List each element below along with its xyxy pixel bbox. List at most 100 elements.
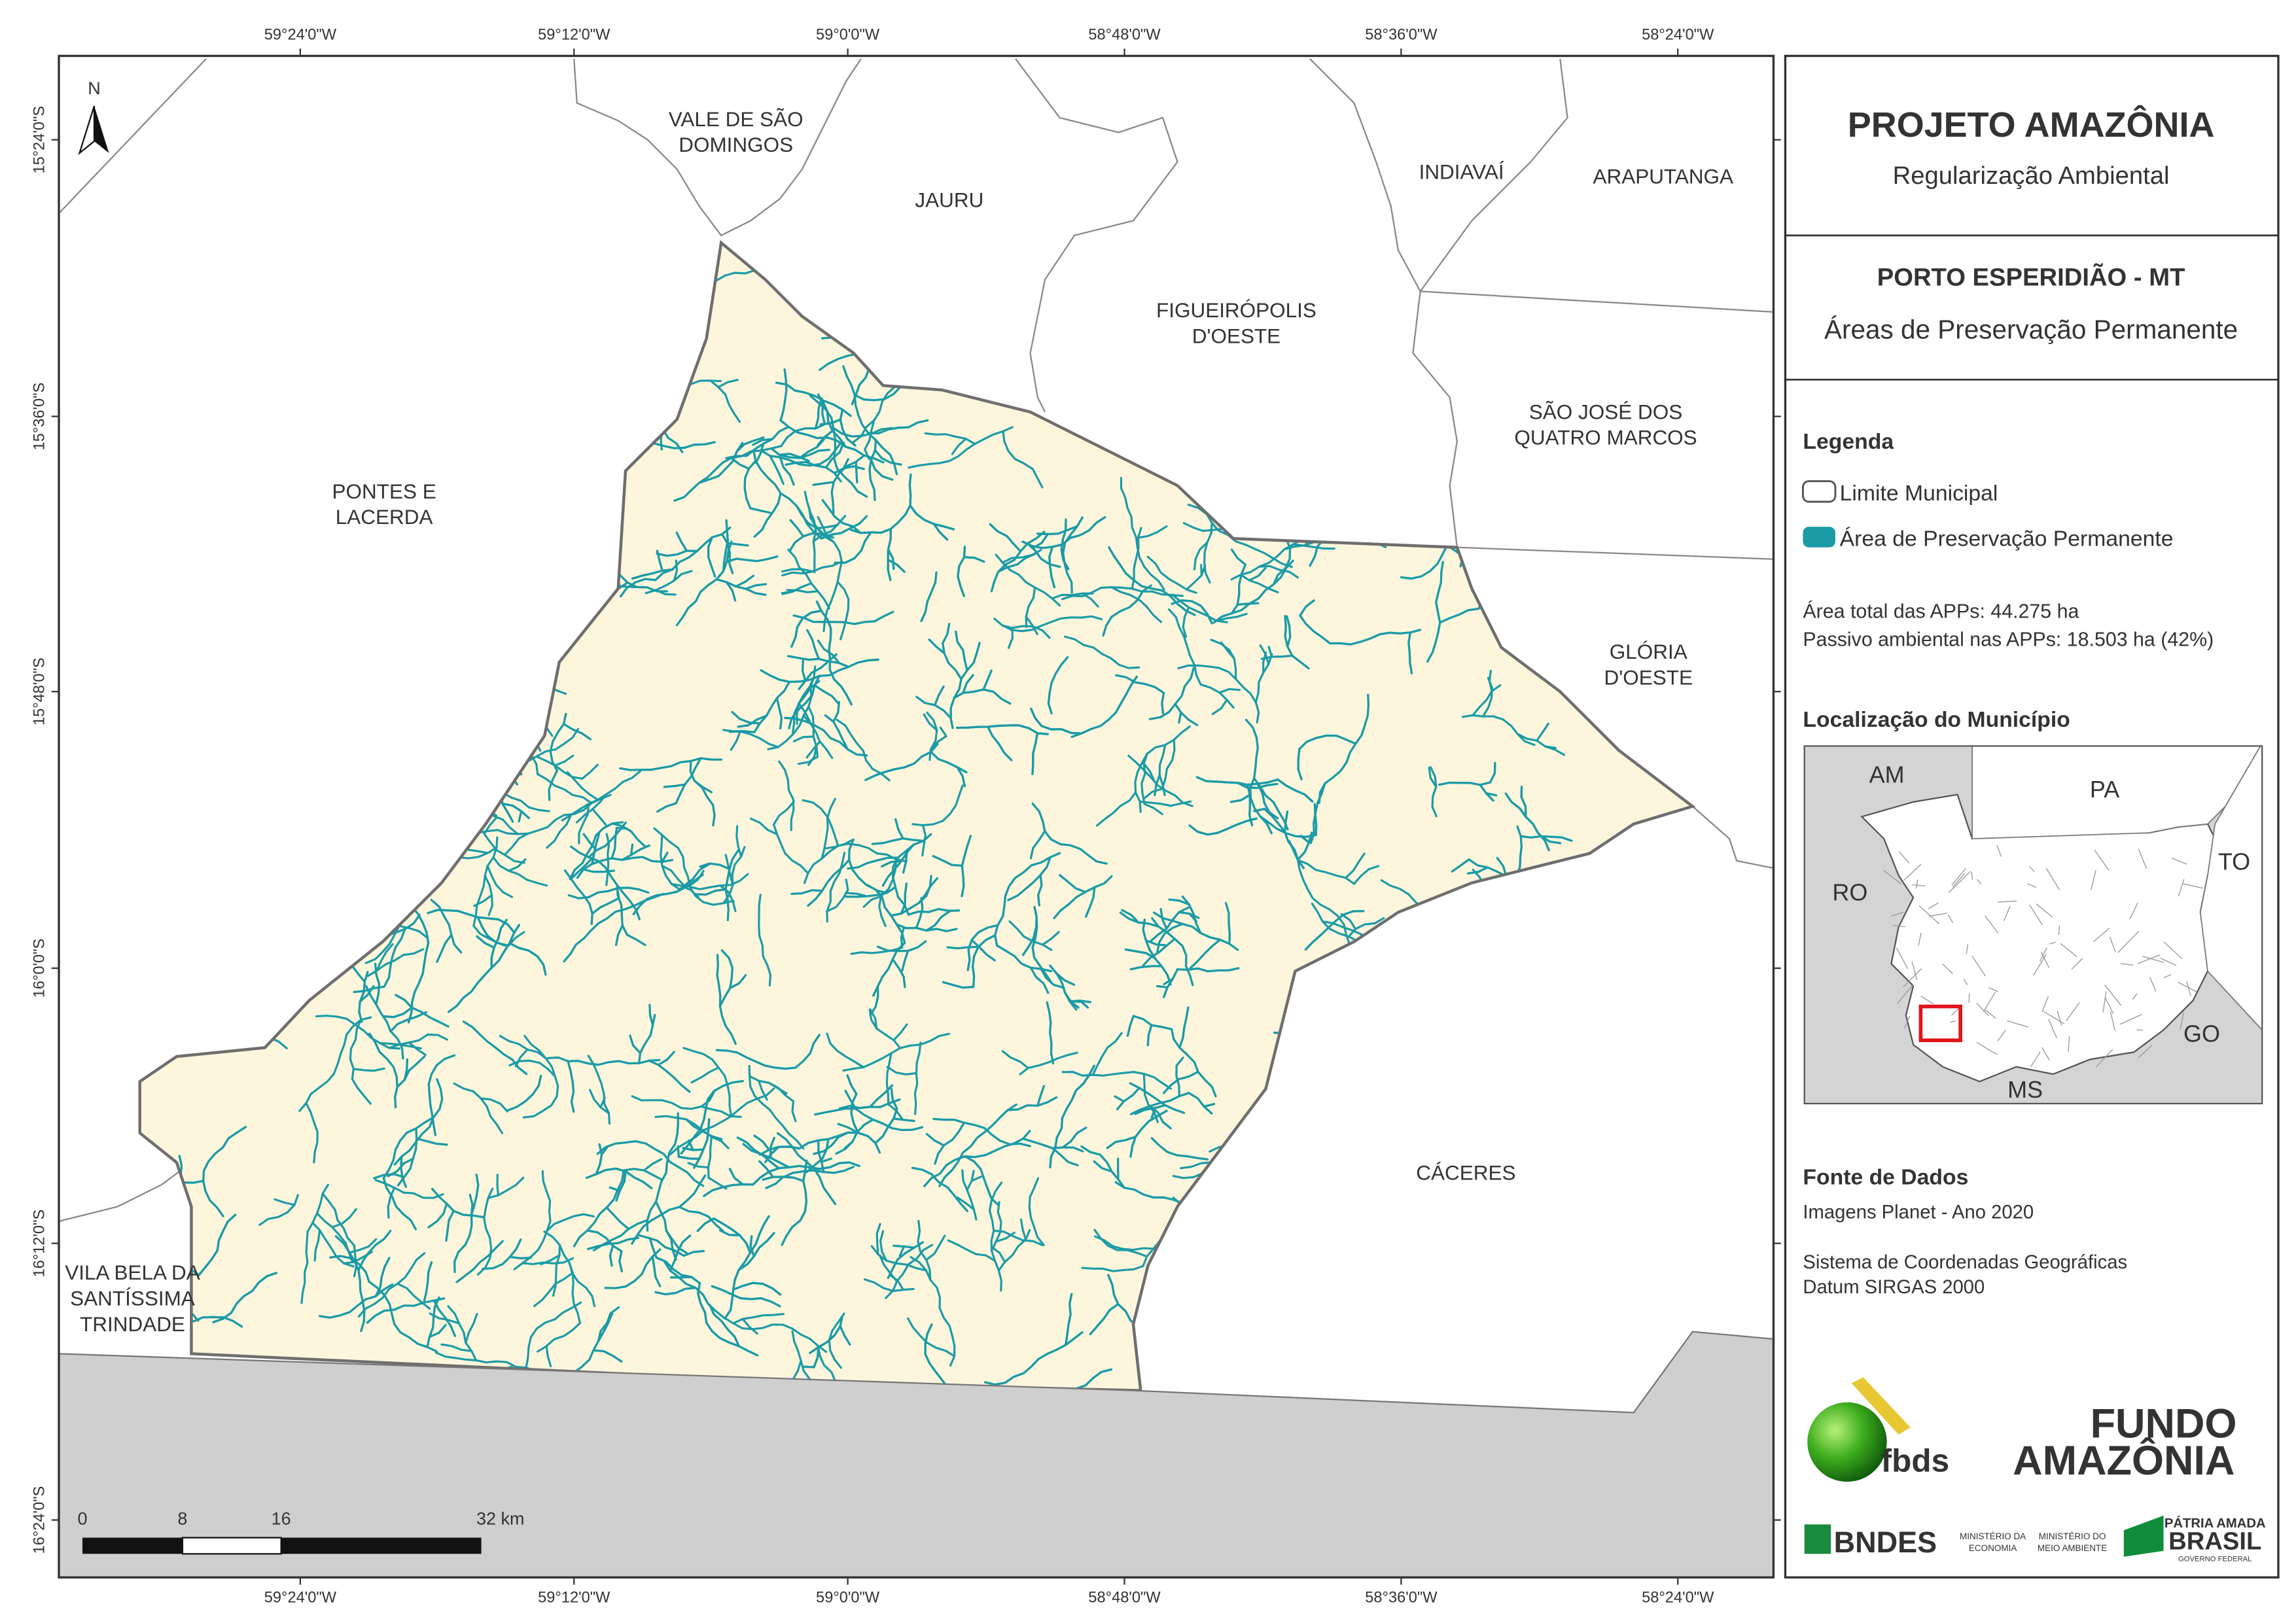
inset-boundary xyxy=(2160,957,2177,966)
river xyxy=(1340,913,1357,930)
river xyxy=(374,1179,444,1199)
river xyxy=(760,658,879,683)
logo-text: MINISTÉRIO DO xyxy=(2039,1531,2106,1541)
river xyxy=(887,1241,925,1280)
river xyxy=(365,985,404,1060)
river xyxy=(807,858,851,907)
river xyxy=(781,1159,808,1246)
river xyxy=(842,1032,950,1072)
river xyxy=(389,1011,428,1033)
inset-boundary xyxy=(2004,905,2011,921)
legend-swatch xyxy=(1801,480,1837,503)
river xyxy=(753,492,782,538)
river xyxy=(347,1238,378,1254)
inset-boundary xyxy=(2171,857,2187,865)
river xyxy=(436,934,453,963)
inset-highlight xyxy=(1918,1004,1962,1043)
river xyxy=(1258,565,1299,579)
river xyxy=(202,1126,247,1217)
river xyxy=(786,655,850,668)
river xyxy=(1129,1109,1168,1158)
river xyxy=(1142,918,1172,986)
river xyxy=(1158,774,1166,797)
inset-boundary xyxy=(2048,1019,2057,1038)
river xyxy=(993,615,1103,633)
inset-boundary xyxy=(1942,963,1953,974)
river xyxy=(982,669,993,691)
river xyxy=(749,817,779,835)
river xyxy=(1175,1056,1184,1067)
river xyxy=(1262,651,1267,674)
river xyxy=(934,1121,966,1165)
river xyxy=(1519,835,1573,842)
river xyxy=(1299,835,1310,844)
river xyxy=(913,1041,922,1115)
river xyxy=(636,1234,685,1257)
municipal-boundary xyxy=(59,58,207,214)
river xyxy=(535,755,584,780)
inset-boundary xyxy=(1903,1016,1911,1029)
river xyxy=(353,985,385,994)
river xyxy=(703,1183,754,1197)
river xyxy=(1298,734,1357,750)
river xyxy=(567,1060,575,1113)
river xyxy=(1081,592,1099,608)
river xyxy=(1284,810,1305,869)
river xyxy=(682,1047,714,1061)
river xyxy=(661,852,669,864)
river xyxy=(492,814,519,835)
north-arrow xyxy=(94,105,109,153)
river xyxy=(778,453,810,462)
river xyxy=(772,823,809,875)
inset-boundary xyxy=(1912,884,1926,887)
municipality-label: PONTES E xyxy=(332,480,436,503)
river xyxy=(934,685,945,707)
river xyxy=(1036,1085,1046,1107)
river xyxy=(1254,653,1273,704)
scale-segment xyxy=(281,1537,482,1554)
river xyxy=(723,1316,828,1353)
river xyxy=(1153,911,1239,951)
river xyxy=(790,610,822,648)
river xyxy=(1520,786,1527,818)
river xyxy=(961,835,972,898)
scale-label: 32 km xyxy=(476,1509,524,1528)
river xyxy=(1185,565,1207,591)
inset-boundary xyxy=(1896,947,1909,969)
river xyxy=(849,473,912,534)
river xyxy=(1277,778,1314,803)
river xyxy=(693,1118,711,1169)
river xyxy=(966,924,999,971)
river xyxy=(784,716,868,757)
river xyxy=(772,800,795,826)
inset-boundary xyxy=(1947,914,1954,923)
inset-boundary xyxy=(1898,851,1910,864)
logo-mark xyxy=(1804,1524,1831,1554)
river xyxy=(313,1229,321,1262)
river xyxy=(1182,606,1190,638)
river xyxy=(367,948,425,977)
river xyxy=(1171,599,1213,625)
river xyxy=(1064,635,1140,669)
river xyxy=(789,519,805,538)
river xyxy=(824,714,849,750)
river xyxy=(1139,800,1192,807)
river xyxy=(749,507,771,514)
stat-line: Área total das APPs: 44.275 ha xyxy=(1803,601,2079,623)
river xyxy=(781,568,814,573)
river xyxy=(808,506,812,519)
river xyxy=(1178,711,1182,724)
river xyxy=(790,889,824,896)
river xyxy=(724,849,739,922)
river xyxy=(970,1176,983,1182)
inset-boundary xyxy=(2183,883,2203,889)
river xyxy=(374,962,381,1005)
inset-boundary xyxy=(2104,985,2122,1006)
river xyxy=(621,844,651,862)
river xyxy=(847,856,899,870)
river xyxy=(809,517,825,536)
river xyxy=(1236,782,1279,790)
inset-label: MS xyxy=(2007,1076,2043,1103)
municipality-label: QUATRO MARCOS xyxy=(1514,426,1697,449)
